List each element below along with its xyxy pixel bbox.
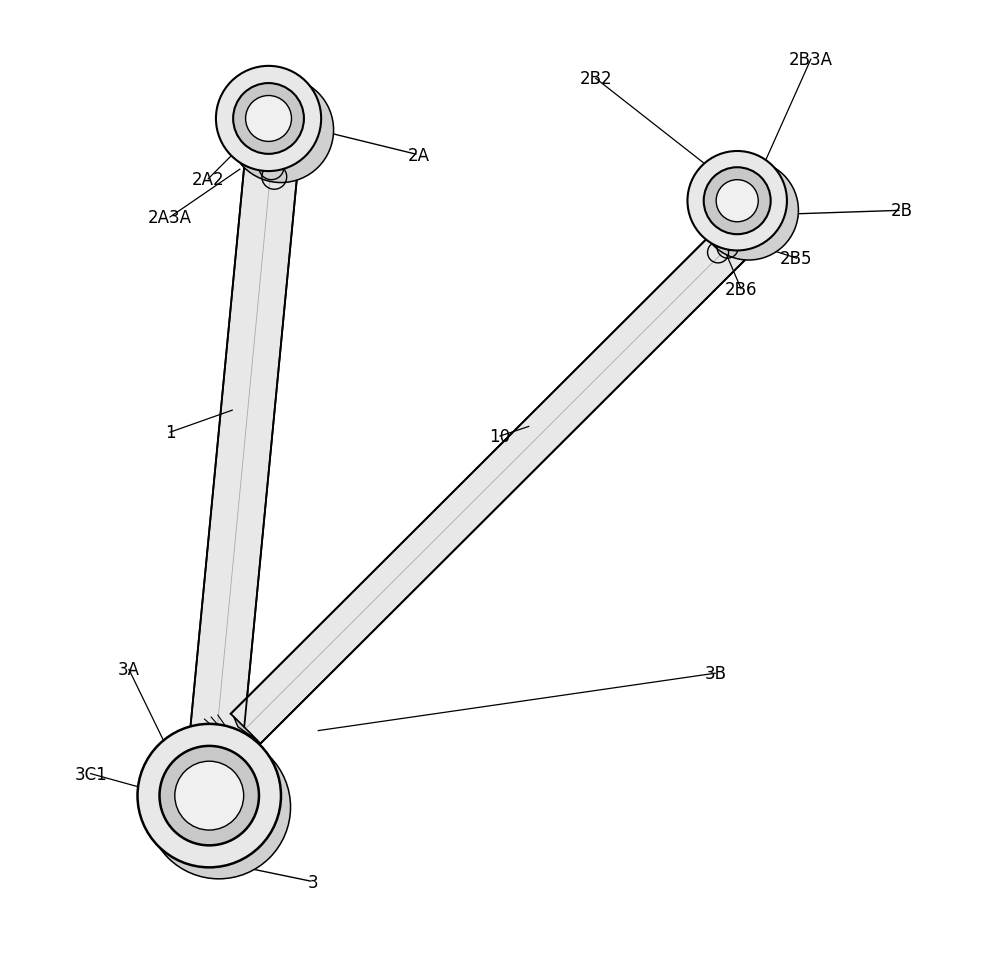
Text: 2B5: 2B5 bbox=[780, 250, 813, 268]
Circle shape bbox=[715, 178, 782, 244]
Text: 2B3A: 2B3A bbox=[789, 51, 833, 69]
Circle shape bbox=[699, 161, 798, 260]
Polygon shape bbox=[234, 717, 257, 741]
Circle shape bbox=[169, 757, 269, 857]
Polygon shape bbox=[231, 232, 744, 744]
Text: 2B6: 2B6 bbox=[725, 281, 757, 299]
Circle shape bbox=[246, 95, 316, 166]
Text: 1: 1 bbox=[165, 424, 175, 442]
Text: 2B: 2B bbox=[891, 202, 913, 220]
Text: 2B2: 2B2 bbox=[579, 70, 612, 88]
Circle shape bbox=[233, 84, 304, 155]
Circle shape bbox=[687, 152, 787, 251]
Polygon shape bbox=[196, 728, 238, 734]
Text: 3C1: 3C1 bbox=[74, 765, 107, 783]
Circle shape bbox=[216, 67, 321, 172]
Text: 3A: 3A bbox=[118, 661, 140, 678]
Circle shape bbox=[160, 746, 259, 846]
Circle shape bbox=[246, 96, 291, 142]
Text: 3: 3 bbox=[308, 873, 319, 891]
Polygon shape bbox=[190, 161, 298, 734]
Circle shape bbox=[147, 735, 291, 879]
Circle shape bbox=[228, 78, 334, 184]
Text: 10: 10 bbox=[489, 428, 511, 446]
Text: 2A2: 2A2 bbox=[192, 170, 225, 188]
Circle shape bbox=[138, 725, 281, 868]
Text: 2A3A: 2A3A bbox=[148, 209, 192, 227]
Text: 3B: 3B bbox=[704, 664, 726, 682]
Circle shape bbox=[704, 168, 771, 234]
Text: 2A: 2A bbox=[408, 147, 430, 164]
Circle shape bbox=[716, 181, 758, 223]
Circle shape bbox=[175, 761, 244, 830]
